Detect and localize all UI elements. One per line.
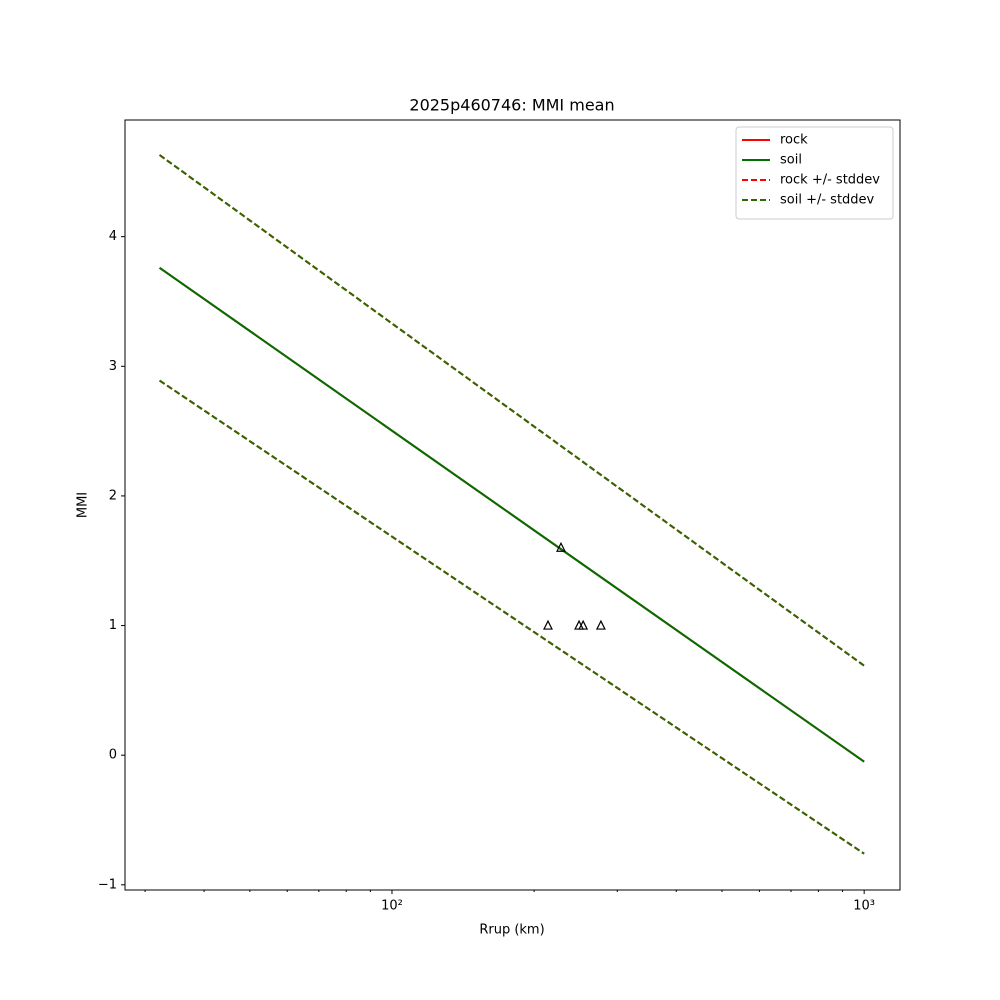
series-line xyxy=(159,379,865,855)
observation-point xyxy=(578,619,589,630)
y-tick-label: 2 xyxy=(109,488,117,503)
legend-label: rock +/- stddev xyxy=(780,173,880,188)
x-tick-label: 10³ xyxy=(853,899,875,914)
series-line xyxy=(159,266,865,763)
y-axis-label: MMI xyxy=(76,492,91,518)
plot-frame xyxy=(124,119,901,891)
legend-label: soil xyxy=(780,153,802,168)
series-line xyxy=(159,154,865,667)
y-tick-label: 3 xyxy=(109,359,117,374)
observation-point xyxy=(595,619,606,630)
x-tick-label: 10² xyxy=(381,899,403,914)
y-tick-label: 4 xyxy=(109,229,117,244)
observation-point xyxy=(543,619,553,630)
y-tick-label: 1 xyxy=(109,618,117,633)
y-tick-label: −1 xyxy=(98,877,117,892)
observation-point xyxy=(574,619,585,630)
chart-title: 2025p460746: MMI mean xyxy=(409,96,614,115)
x-axis-label: Rrup (km) xyxy=(479,923,544,938)
observation-point xyxy=(556,541,566,552)
legend-label: rock xyxy=(780,133,808,148)
y-tick-label: 0 xyxy=(109,748,117,763)
legend-box xyxy=(735,126,894,220)
legend-label: soil +/- stddev xyxy=(780,193,875,208)
